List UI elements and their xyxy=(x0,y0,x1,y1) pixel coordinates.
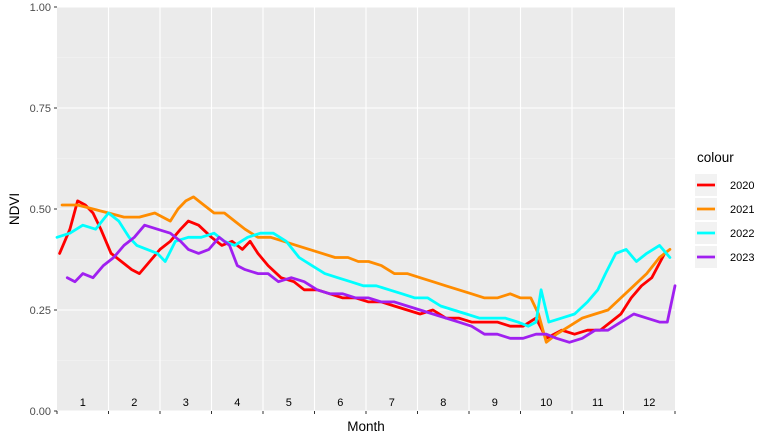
legend-label: 2020 xyxy=(730,180,754,192)
month-label: 2 xyxy=(131,397,137,409)
month-label: 7 xyxy=(389,397,395,409)
month-label: 3 xyxy=(183,397,189,409)
month-label: 4 xyxy=(234,397,240,409)
y-tick-label: 0.25 xyxy=(30,305,51,317)
legend-label: 2023 xyxy=(730,252,754,264)
legend-title: colour xyxy=(697,150,734,165)
x-axis-ticks xyxy=(56,411,676,414)
month-label: 6 xyxy=(337,397,343,409)
y-axis: 0.00 0.25 0.50 0.75 1.00 xyxy=(30,2,57,418)
month-label: 11 xyxy=(592,397,603,409)
month-label: 1 xyxy=(80,397,86,409)
legend: colour 2020 2021 2022 2023 xyxy=(695,150,754,268)
legend-label: 2021 xyxy=(730,204,754,216)
month-label: 12 xyxy=(643,397,655,409)
month-labels: 1 2 3 4 5 6 7 8 9 10 11 12 xyxy=(80,397,656,409)
y-axis-title: NDVI xyxy=(7,193,22,225)
y-tick-label: 1.00 xyxy=(30,2,51,14)
series-line-2022 xyxy=(55,211,672,328)
y-tick-label: 0.50 xyxy=(30,204,51,216)
series-line-2021 xyxy=(60,195,672,344)
grid-major xyxy=(57,6,675,412)
month-label: 5 xyxy=(286,397,292,409)
month-label: 8 xyxy=(440,397,446,409)
month-label: 10 xyxy=(540,397,552,409)
legend-label: 2022 xyxy=(730,228,754,240)
x-axis-title: Month xyxy=(347,419,385,434)
y-tick-label: 0.75 xyxy=(30,103,51,115)
y-tick-label: 0.00 xyxy=(30,406,51,418)
series-line-2023 xyxy=(65,223,677,344)
month-label: 9 xyxy=(492,397,498,409)
series-layer xyxy=(55,195,677,344)
